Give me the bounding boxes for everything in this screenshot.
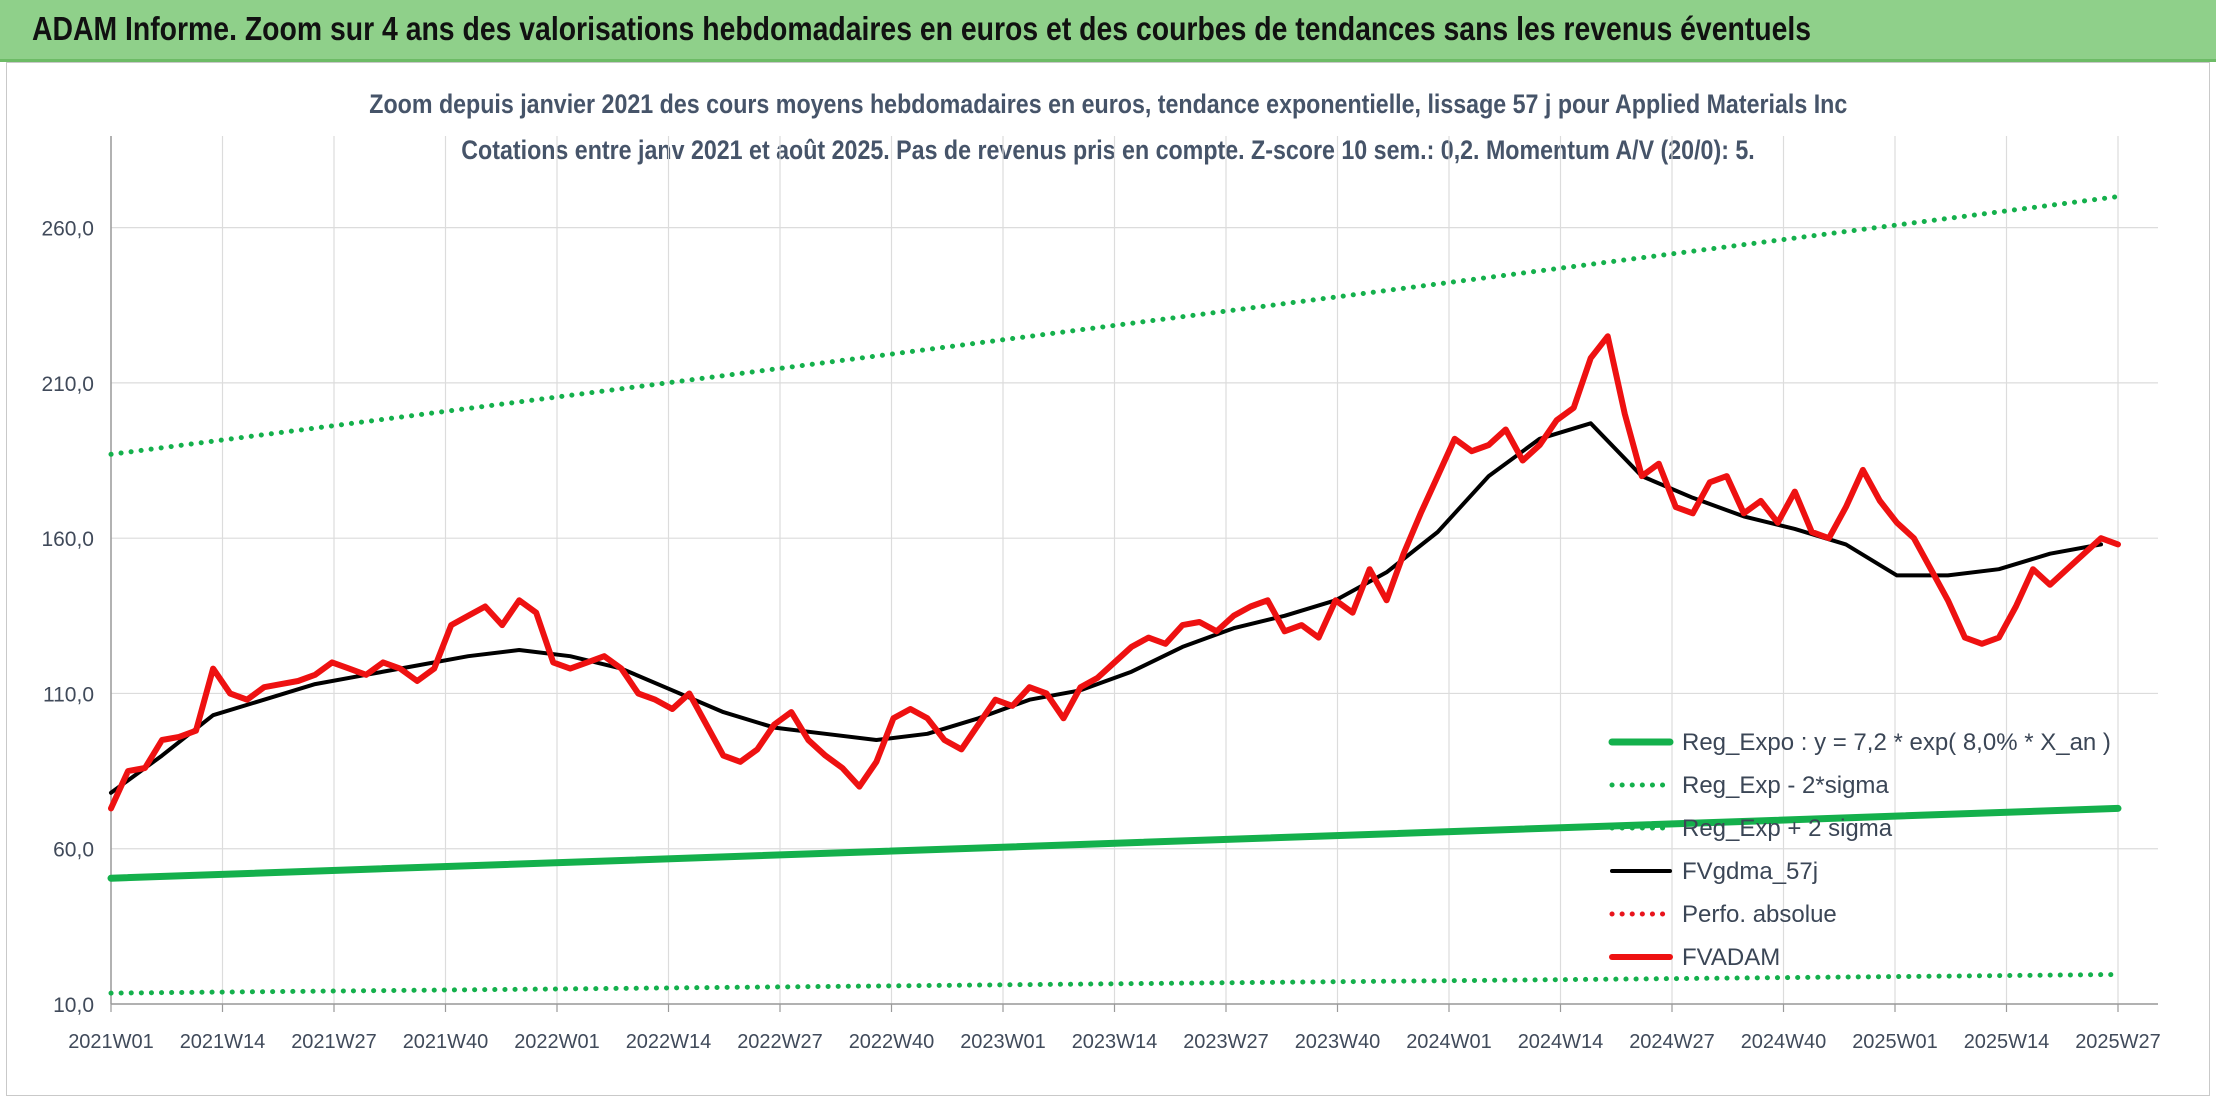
- y-tick-label: 260,0: [41, 218, 94, 241]
- x-tick-label: 2024W01: [1406, 1031, 1492, 1053]
- legend-label: FVADAM: [1682, 944, 1780, 971]
- chart-title-line1-text: Zoom depuis janvier 2021 des cours moyen…: [369, 89, 1847, 119]
- chart-title-line2-text: Cotations entre janv 2021 et août 2025. …: [461, 135, 1755, 165]
- x-tick-label: 2023W01: [960, 1031, 1046, 1053]
- x-tick-label: 2021W27: [291, 1031, 377, 1053]
- x-tick-label: 2025W01: [1852, 1031, 1938, 1053]
- x-tick-label: 2024W14: [1518, 1031, 1604, 1053]
- x-tick-label: 2024W27: [1629, 1031, 1715, 1053]
- legend-label: FVgdma_57j: [1682, 858, 1818, 885]
- y-tick-label: 160,0: [41, 528, 94, 551]
- legend-label: Reg_Exp - 2*sigma: [1682, 772, 1889, 799]
- x-tick-label: 2022W14: [626, 1031, 712, 1053]
- x-tick-label: 2025W14: [1964, 1031, 2050, 1053]
- report-title: ADAM Informe. Zoom sur 4 ans des valoris…: [32, 10, 1812, 47]
- chart-title-line1: Zoom depuis janvier 2021 des cours moyen…: [0, 89, 2216, 120]
- legend-label: Reg_Exp + 2 sigma: [1682, 815, 1893, 842]
- x-tick-label: 2021W01: [68, 1031, 154, 1053]
- y-tick-label: 110,0: [43, 683, 94, 706]
- chart-title-line2: Cotations entre janv 2021 et août 2025. …: [0, 135, 2216, 166]
- series-line-1: [108, 972, 2121, 996]
- x-tick-label: 2022W40: [849, 1031, 935, 1053]
- x-tick-label: 2022W01: [514, 1031, 600, 1053]
- y-tick-label: 60,0: [53, 839, 94, 862]
- x-tick-label: 2023W40: [1295, 1031, 1381, 1053]
- legend-label: Perfo. absolue: [1682, 901, 1837, 928]
- chart-frame: [6, 62, 2210, 1096]
- series-line-3: [109, 421, 2103, 795]
- x-tick-label: 2024W40: [1741, 1031, 1827, 1053]
- report-header-bar: ADAM Informe. Zoom sur 4 ans des valoris…: [0, 0, 2216, 62]
- series-line-0: [107, 804, 2122, 882]
- series-line-5: [108, 333, 2121, 812]
- x-tick-label: 2022W27: [737, 1031, 823, 1053]
- x-tick-label: 2025W27: [2075, 1031, 2161, 1053]
- series-line-2: [108, 194, 2121, 457]
- y-tick-label: 10,0: [53, 994, 94, 1017]
- x-tick-label: 2023W14: [1072, 1031, 1158, 1053]
- x-tick-label: 2021W40: [403, 1031, 489, 1053]
- x-tick-label: 2021W14: [180, 1031, 266, 1053]
- x-tick-label: 2023W27: [1183, 1031, 1269, 1053]
- y-tick-label: 210,0: [41, 373, 94, 396]
- legend-label: Reg_Expo : y = 7,2 * exp( 8,0% * X_an ): [1682, 729, 2111, 756]
